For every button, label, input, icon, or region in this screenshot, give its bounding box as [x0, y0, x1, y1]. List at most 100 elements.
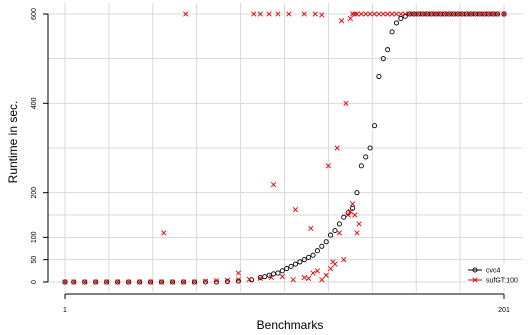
y-tick-label: 200: [31, 187, 38, 199]
sufgt-point: [251, 11, 257, 17]
cvc4-point: [349, 205, 356, 211]
sufgt-point: [62, 279, 68, 285]
sufgt-point: [246, 276, 252, 282]
sufgt-point: [270, 182, 277, 188]
cvc4-point: [275, 270, 281, 276]
cvc4-point: [306, 254, 312, 260]
sufgt-point: [380, 11, 386, 17]
sufgt-point: [292, 207, 299, 213]
sufgt-point: [330, 259, 336, 265]
sufgt-point: [235, 277, 242, 283]
cvc4-point: [501, 11, 507, 17]
sufgt-point: [424, 11, 430, 17]
cvc4-point: [82, 279, 88, 285]
cvc4-point: [288, 263, 294, 269]
sufgt-point: [464, 11, 470, 17]
cvc4-point: [235, 278, 241, 284]
cvc4-point: [292, 261, 299, 267]
sufgt-point: [490, 11, 496, 17]
sufgt-point: [415, 11, 422, 17]
cvc4-point: [332, 228, 338, 234]
sufgt-point: [235, 270, 242, 276]
sufgt-point: [406, 11, 413, 17]
sufgt-point: [367, 11, 373, 17]
cvc4-point: [376, 73, 382, 80]
sufgt-point: [180, 279, 187, 285]
sufgt-point: [345, 212, 351, 218]
axis-layer: 0 50 100 200 400 600 1 201: [31, 8, 510, 314]
sufgt-point: [486, 11, 492, 17]
sufgt-point: [93, 279, 99, 285]
sufgt-point: [183, 11, 189, 17]
cvc4-point: [180, 279, 187, 285]
sufgt-point: [402, 11, 408, 17]
sufgt-point: [363, 11, 369, 17]
sufgt-point: [312, 11, 318, 17]
cvc4-point: [494, 11, 500, 17]
sufgt-point: [420, 11, 426, 17]
sufgt-point: [446, 11, 452, 17]
sufgt-point: [301, 11, 307, 17]
cvc4-point: [402, 13, 408, 19]
sufgt-point: [347, 15, 353, 22]
cvc4-point: [115, 279, 121, 285]
sufgt-point: [314, 268, 321, 274]
sufgt-point: [385, 11, 391, 17]
sufgt-point: [343, 100, 349, 106]
cvc4-point: [385, 47, 391, 53]
sufgt-point: [494, 11, 501, 17]
sufgt-point: [325, 163, 332, 169]
cvc4-point: [301, 257, 307, 263]
cvc4-point: [202, 279, 209, 285]
sufgt-point: [275, 11, 281, 17]
sufgt-point: [336, 230, 342, 236]
sufgt-point: [169, 279, 176, 285]
sufgt-point: [376, 11, 382, 17]
y-tick-label: 50: [31, 256, 38, 264]
legend-label: cvc4: [486, 268, 501, 275]
sufgt-point: [472, 11, 479, 17]
sufgt-point: [301, 274, 307, 281]
sufgt-point: [468, 11, 474, 17]
sufgt-point: [442, 11, 448, 17]
sufgt-point: [306, 275, 312, 282]
sufgt-point: [104, 279, 110, 285]
sufgt-point: [389, 11, 395, 17]
sufgt-point: [371, 11, 378, 17]
sufgt-point: [338, 18, 345, 24]
sufgt-point: [459, 11, 465, 17]
sufgt-point: [501, 11, 507, 17]
sufgt-point: [126, 279, 132, 285]
sufgt-point: [308, 225, 314, 232]
sufgt-point: [341, 257, 347, 263]
sufgt-point: [472, 277, 478, 283]
x-axis-title: Benchmarks: [257, 318, 324, 332]
series-cvc4: [62, 11, 507, 285]
y-tick-label: 400: [31, 97, 38, 109]
cvc4-point: [148, 279, 154, 285]
sufgt-point: [310, 270, 316, 276]
cvc4-point: [62, 279, 68, 285]
cvc4-point: [297, 259, 303, 265]
sufgt-point: [161, 230, 167, 236]
points-layer: [62, 11, 507, 285]
cvc4-point: [371, 123, 378, 129]
sufgt-point: [450, 11, 457, 17]
sufgt-point: [349, 201, 356, 207]
sufgt-point: [354, 11, 360, 17]
cvc4-point: [328, 232, 334, 238]
cvc4-point: [191, 279, 198, 285]
sufgt-point: [71, 279, 77, 285]
cvc4-point: [398, 15, 404, 22]
cvc4-point: [279, 268, 285, 274]
grid-layer: [48, 3, 523, 292]
cvc4-point: [104, 279, 110, 285]
sufgt-point: [352, 212, 358, 218]
cvc4-point: [323, 239, 329, 245]
sufgt-point: [323, 272, 329, 278]
cvc4-point: [170, 279, 176, 285]
sufgt-point: [202, 278, 209, 284]
sufgt-point: [477, 11, 483, 17]
sufgt-point: [286, 11, 292, 17]
sufgt-point: [354, 230, 360, 236]
